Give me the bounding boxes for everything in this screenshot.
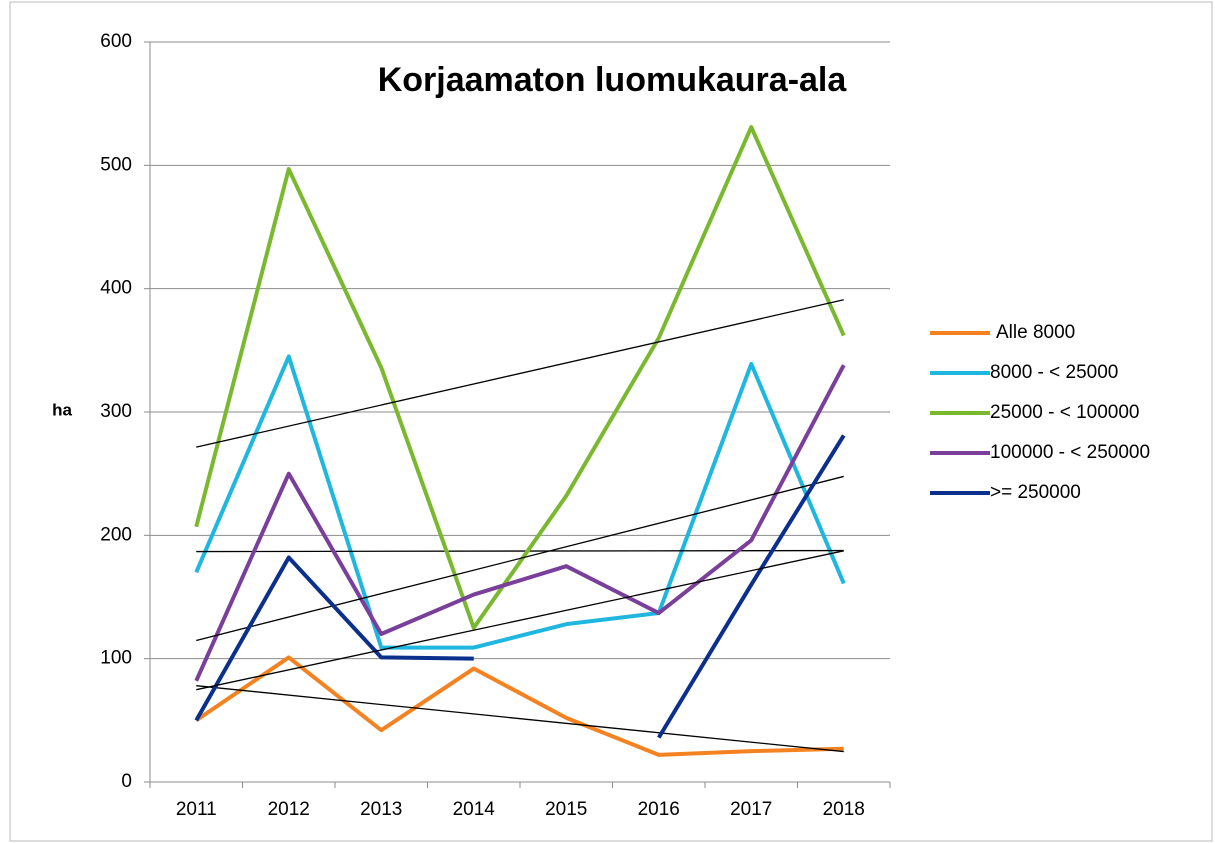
legend-label: 25000 - < 100000 xyxy=(990,402,1140,423)
legend-label: >= 250000 xyxy=(990,482,1081,503)
y-tick-label: 400 xyxy=(100,278,132,299)
y-tick-label: 0 xyxy=(121,771,132,792)
trend-line xyxy=(196,685,844,753)
y-tick-label: 300 xyxy=(100,401,132,422)
x-tick-label: 2013 xyxy=(360,799,402,820)
legend-label: Alle 8000 xyxy=(996,322,1075,343)
y-tick-label: 600 xyxy=(100,31,132,52)
series-line xyxy=(657,434,846,739)
x-tick-label: 2018 xyxy=(823,799,865,820)
series-line xyxy=(195,655,844,757)
x-tick-label: 2015 xyxy=(545,799,587,820)
series-line xyxy=(194,125,846,630)
x-tick-label: 2014 xyxy=(453,799,496,820)
x-tick-label: 2017 xyxy=(730,799,772,820)
x-tick-label: 2011 xyxy=(176,799,217,820)
y-tick-label: 500 xyxy=(100,154,132,175)
trend-line xyxy=(196,550,844,691)
trend-line xyxy=(196,475,844,642)
series-line xyxy=(194,354,846,650)
x-tick-label: 2016 xyxy=(638,799,680,820)
y-axis-label: ha xyxy=(52,400,72,419)
series-line xyxy=(194,555,474,722)
series-line xyxy=(194,364,846,682)
trend-line xyxy=(196,299,844,448)
y-tick-label: 200 xyxy=(100,524,132,545)
chart-title: Korjaamaton luomukaura-ala xyxy=(378,61,848,99)
x-tick-label: 2012 xyxy=(268,799,310,820)
y-tick-label: 100 xyxy=(100,648,132,669)
legend-label: 8000 - < 25000 xyxy=(990,362,1118,383)
legend-label: 100000 - < 250000 xyxy=(990,442,1150,463)
